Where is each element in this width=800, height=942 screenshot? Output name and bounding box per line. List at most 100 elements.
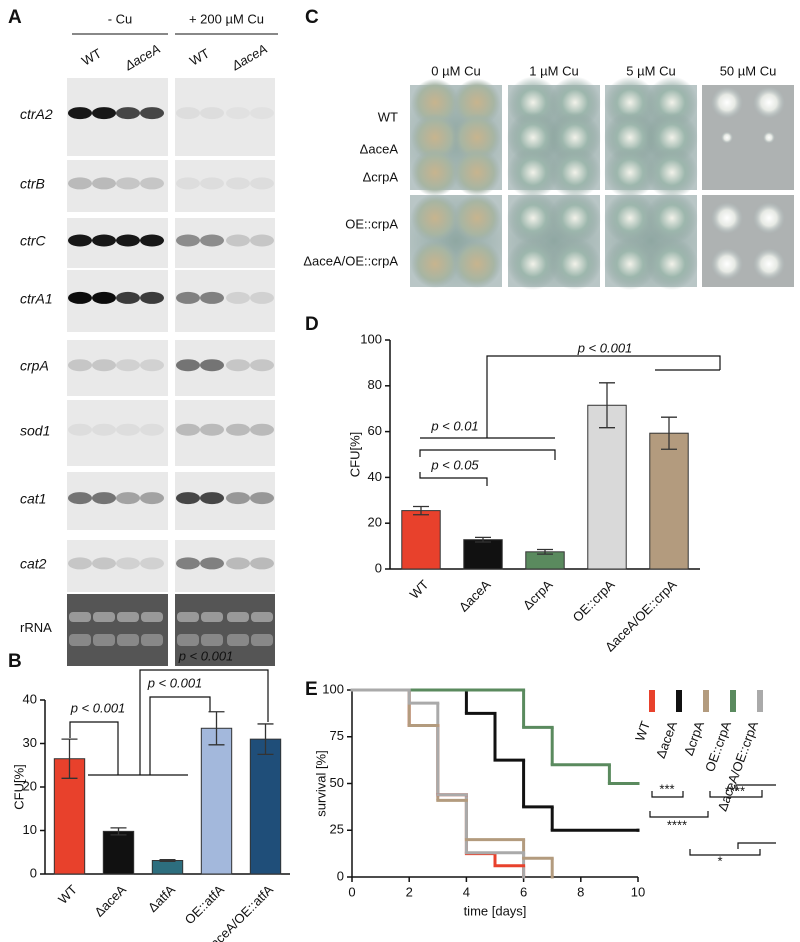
rrna-label: rRNA (20, 620, 52, 635)
rrna-band (251, 634, 273, 646)
blot-band (200, 177, 224, 190)
blot-band (140, 107, 164, 120)
blot-band (92, 234, 116, 247)
rrna-band (177, 612, 199, 622)
rrna-band (69, 634, 91, 646)
colony (549, 192, 601, 244)
y-tick-label: 100 (360, 331, 382, 346)
plate-column-label: 1 µM Cu (529, 63, 578, 78)
gene-label: ctrB (20, 176, 45, 192)
rrna-band (227, 612, 249, 622)
error-bar (257, 723, 274, 756)
colony (453, 194, 501, 242)
colony (753, 248, 785, 280)
colony (646, 146, 698, 199)
blot-bg (67, 340, 168, 396)
error-bar (661, 416, 677, 450)
plate-row-label: ΔaceA (360, 141, 399, 156)
blot-band (116, 291, 140, 304)
x-tick-label: 0 (348, 884, 355, 899)
rrna-band (141, 612, 163, 622)
blot-bg (67, 160, 168, 212)
panel-label: C (305, 7, 319, 28)
bar (249, 738, 282, 875)
significance: * (717, 853, 722, 868)
blot-bg (175, 400, 275, 466)
colony (507, 192, 559, 244)
blot-band (176, 557, 200, 570)
bar (151, 860, 184, 875)
blot-band (226, 423, 250, 436)
plate-column-label: 5 µM Cu (626, 63, 675, 78)
plate-column-label: 0 µM Cu (431, 63, 480, 78)
lane-label: ΔaceA (228, 41, 270, 74)
x-tick-label: ΔaceA (91, 882, 129, 920)
x-tick-label: WT (407, 577, 432, 602)
blot-band (250, 492, 274, 505)
lane-label: WT (187, 46, 212, 69)
significance-bracket (651, 791, 684, 798)
gene-label: crpA (20, 358, 49, 374)
blot-band (116, 359, 140, 372)
blot-band (68, 557, 92, 570)
blot-band (92, 359, 116, 372)
blot-band (176, 492, 200, 505)
x-tick-label: 8 (577, 884, 584, 899)
legend-label: ΔcrpA (681, 719, 707, 758)
bar (587, 404, 627, 570)
colony (721, 131, 733, 144)
bracket (69, 721, 119, 775)
blot-band (116, 107, 140, 120)
blot-band (250, 423, 274, 436)
colony (604, 192, 656, 244)
rrna-band (69, 612, 91, 622)
colony (549, 238, 601, 290)
blot-bg (175, 594, 275, 666)
blot-band (200, 359, 224, 372)
rrna-band (117, 634, 139, 646)
blot-band (250, 107, 274, 119)
gene-label: sod1 (20, 422, 50, 438)
colony (507, 238, 559, 290)
y-tick-label: 0 (30, 865, 37, 880)
rrna-band (251, 612, 273, 622)
colony (604, 146, 656, 199)
blot-band (68, 359, 92, 372)
p-value: p < 0.001 (147, 675, 203, 690)
rrna-band (227, 634, 249, 646)
colony (411, 194, 459, 242)
blot-band (140, 234, 164, 247)
blot-band (92, 557, 116, 570)
blot-band (116, 557, 140, 570)
blot-band (92, 492, 116, 505)
x-tick-label: 6 (520, 884, 527, 899)
colony (604, 238, 656, 290)
bar (463, 539, 503, 570)
significance: **** (725, 783, 745, 798)
blot-band (140, 557, 164, 570)
blot-band (116, 423, 140, 436)
colony (711, 248, 743, 280)
error-bar (599, 382, 615, 429)
bracket (486, 355, 721, 438)
blot-bg (67, 594, 168, 666)
bar (200, 727, 233, 875)
bracket (419, 472, 488, 486)
y-tick-label: 75 (330, 728, 344, 743)
blot-band (140, 177, 164, 190)
x-tick-label: OE::atfA (182, 882, 228, 928)
y-tick-label: 10 (23, 822, 37, 837)
blot-band (200, 234, 224, 247)
blot-band (92, 423, 116, 436)
blot-band (250, 291, 274, 304)
plate-row-label: ΔaceA/OE::crpA (303, 253, 398, 268)
bar (401, 510, 441, 570)
colony (453, 240, 501, 288)
colony (411, 78, 459, 127)
colony (507, 146, 559, 199)
rrna-band (117, 612, 139, 622)
colony (453, 78, 501, 127)
y-axis-label: CFU[%] (347, 432, 362, 478)
y-tick-label: 25 (330, 822, 344, 837)
